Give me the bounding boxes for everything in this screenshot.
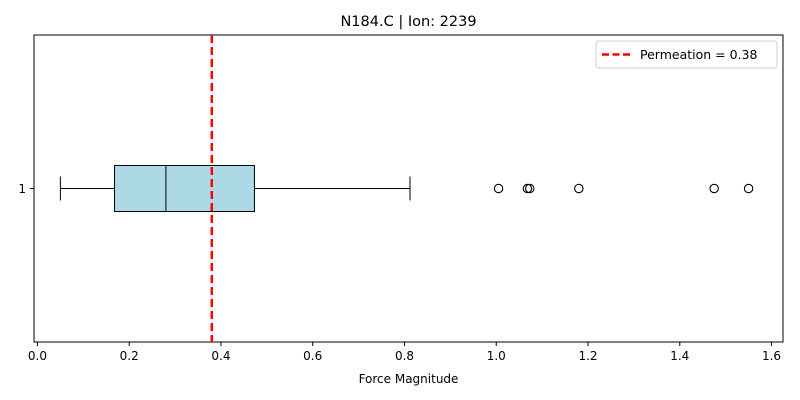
- x-tick-label: 0.2: [120, 349, 139, 363]
- y-tick-label: 1: [18, 182, 26, 196]
- y-axis-ticks: 1: [18, 182, 34, 196]
- outlier-point: [743, 183, 754, 194]
- x-tick-label: 0.8: [395, 349, 414, 363]
- x-tick-label: 1.4: [670, 349, 689, 363]
- x-axis-label: Force Magnitude: [359, 372, 459, 386]
- legend-box: [595, 40, 778, 69]
- legend-entry-label: Permeation = 0.38: [640, 47, 757, 62]
- interquartile-box: [114, 165, 255, 212]
- legend: Permeation = 0.38: [595, 40, 778, 69]
- x-tick-label: 1.0: [487, 349, 506, 363]
- x-tick-label: 1.2: [578, 349, 597, 363]
- outlier-point: [709, 183, 719, 194]
- x-axis-ticks: 0.0 0.2 0.4 0.6 0.8 1.0 1.2 1.4 1.6: [28, 342, 781, 363]
- outlier-point: [574, 183, 584, 194]
- chart-title: N184.C | Ion: 2239: [340, 14, 476, 30]
- x-tick-label: 0.4: [211, 349, 230, 363]
- x-tick-label: 0.0: [28, 349, 47, 363]
- outlier-point: [522, 183, 533, 194]
- x-tick-label: 0.6: [303, 349, 322, 363]
- x-tick-label: 1.6: [762, 349, 781, 363]
- box-series: [59, 165, 754, 212]
- outlier-point: [493, 183, 504, 194]
- outlier-point: [524, 183, 535, 194]
